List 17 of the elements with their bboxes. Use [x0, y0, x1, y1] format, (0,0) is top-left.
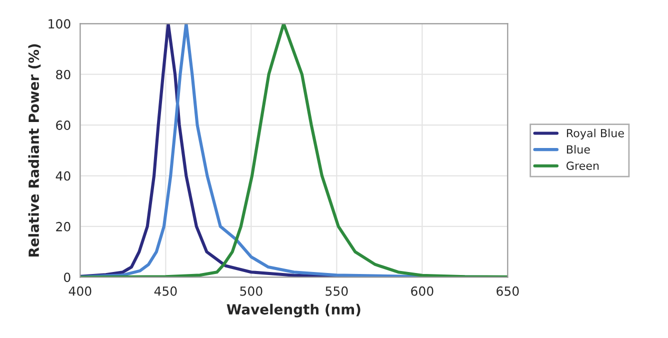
y-tick-label: 0 [64, 272, 70, 282]
x-tick-label: 500 [240, 286, 262, 296]
x-tick-label: 600 [411, 286, 434, 296]
x-tick-label: 450 [154, 286, 177, 296]
y-tick-label: 60 [56, 120, 70, 130]
x-tick-label: 550 [326, 286, 348, 296]
x-axis-title: Wavelength (nm) [226, 304, 360, 318]
y-axis-title: Relative Radiant Power (%) [28, 44, 41, 256]
x-tick-label: 650 [496, 286, 519, 296]
y-tick-label: 20 [56, 222, 70, 232]
legend-label: Blue [566, 145, 590, 154]
y-tick-label: 40 [56, 171, 70, 181]
legend-label: Royal Blue [566, 128, 624, 140]
legend-label: Green [566, 162, 599, 170]
y-tick-label: 80 [56, 70, 70, 80]
x-tick-label: 400 [68, 286, 92, 296]
y-tick-label: 100 [48, 19, 70, 29]
